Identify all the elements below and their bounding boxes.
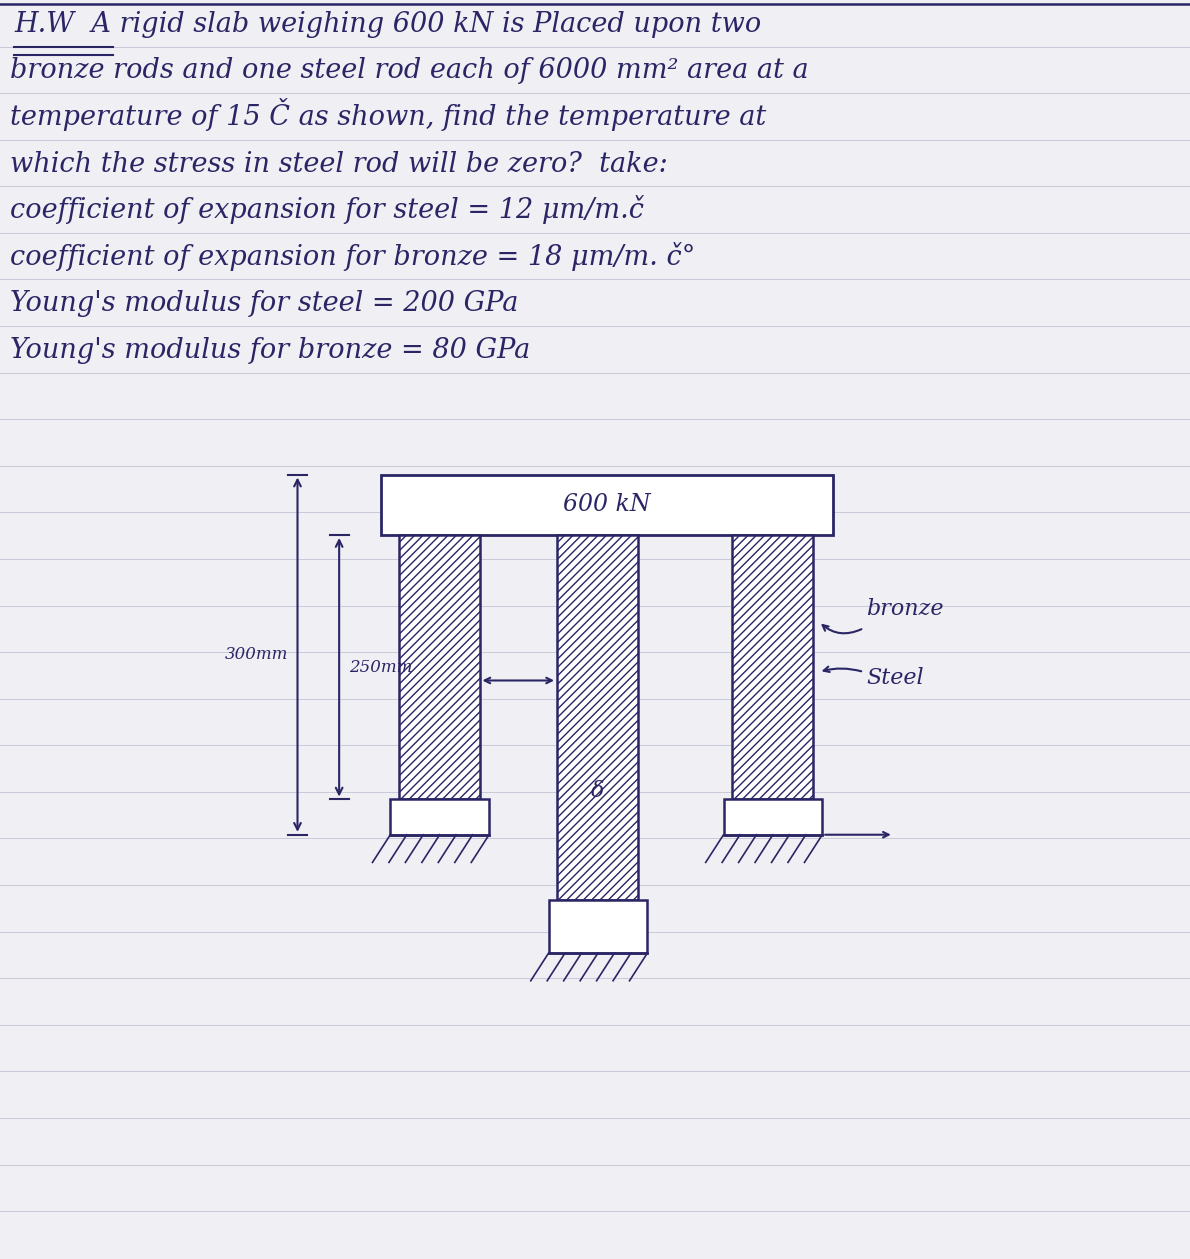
Text: 600 kN: 600 kN — [563, 494, 651, 516]
Text: 300mm: 300mm — [225, 646, 288, 663]
Bar — [724, 799, 822, 835]
Text: Young's modulus for steel = 200 GPa: Young's modulus for steel = 200 GPa — [10, 291, 518, 317]
Text: coefficient of expansion for bronze = 18 μm/m. č°: coefficient of expansion for bronze = 18… — [10, 242, 695, 271]
Text: H.W  A rigid slab weighing 600 kN is Placed upon two: H.W A rigid slab weighing 600 kN is Plac… — [14, 11, 762, 38]
Bar — [390, 799, 489, 835]
Text: bronze rods and one steel rod each of 6000 mm² area at a: bronze rods and one steel rod each of 60… — [10, 58, 808, 84]
Text: temperature of 15 Č as shown, find the temperature at: temperature of 15 Č as shown, find the t… — [10, 98, 766, 131]
Text: which the stress in steel rod will be zero?  take:: which the stress in steel rod will be ze… — [10, 151, 668, 178]
Text: 250mm: 250mm — [349, 658, 412, 676]
Text: bronze: bronze — [866, 598, 944, 621]
Bar — [381, 475, 833, 535]
Bar — [399, 535, 480, 799]
Text: coefficient of expansion for steel = 12 μm/m.č: coefficient of expansion for steel = 12 … — [10, 195, 644, 224]
Text: δ: δ — [590, 779, 605, 802]
Bar — [732, 535, 813, 799]
Text: Steel: Steel — [866, 667, 923, 690]
Bar — [549, 900, 647, 953]
Bar — [557, 535, 638, 900]
Text: Young's modulus for bronze = 80 GPa: Young's modulus for bronze = 80 GPa — [10, 337, 530, 364]
